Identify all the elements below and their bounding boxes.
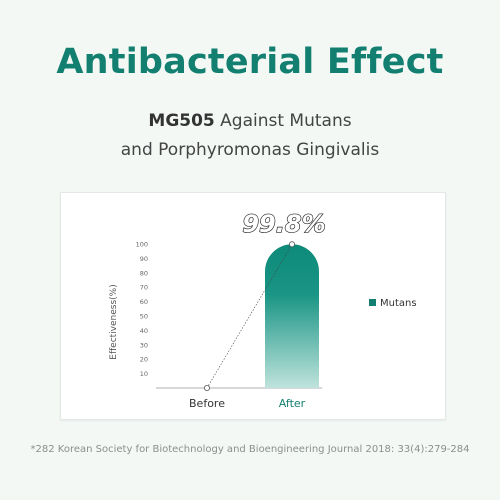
source-footnote: *282 Korean Society for Biotechnology an… (30, 444, 470, 455)
effectiveness-chart: 10 20 30 40 50 60 70 80 90 100 Effectiveness(%) B… (109, 209, 417, 410)
y-axis-label: Effectiveness(%) (109, 284, 119, 359)
subtitle-line-2: and Porphyromonas Gingivalis (120, 140, 380, 160)
legend-label: Mutans (380, 298, 417, 309)
legend-swatch (369, 299, 376, 306)
product-name: MG505 (148, 111, 215, 131)
y-tick-label: 60 (140, 298, 148, 306)
value-annotation: 99.8% (242, 210, 325, 238)
x-tick-label-after: After (279, 397, 306, 410)
y-tick-label: 80 (140, 269, 148, 277)
y-tick-label: 10 (140, 370, 148, 378)
data-point-before (203, 384, 210, 391)
x-axis-ticks: Before After (189, 397, 306, 410)
y-tick-label: 70 (140, 284, 148, 292)
data-points (203, 241, 295, 391)
page-title: Antibacterial Effect (56, 42, 444, 82)
y-tick-label: 90 (140, 255, 148, 263)
chart-legend: Mutans (369, 298, 417, 309)
x-tick-label-before: Before (189, 397, 225, 410)
trend-line (206, 244, 293, 389)
y-tick-label: 20 (140, 356, 148, 364)
y-tick-label: 50 (140, 313, 148, 321)
data-point-after (288, 241, 295, 248)
bars (265, 244, 319, 388)
bar-after (265, 244, 319, 388)
y-tick-label: 30 (140, 341, 148, 349)
chart-card (60, 192, 446, 420)
y-axis-ticks: 10 20 30 40 50 60 70 80 90 100 (136, 241, 148, 379)
y-tick-label: 40 (140, 327, 148, 335)
y-tick-label: 100 (136, 241, 148, 249)
subtitle-line-1-text: Against Mutans (214, 111, 352, 131)
subtitle-line-1: MG505 Against Mutans (0, 111, 500, 131)
